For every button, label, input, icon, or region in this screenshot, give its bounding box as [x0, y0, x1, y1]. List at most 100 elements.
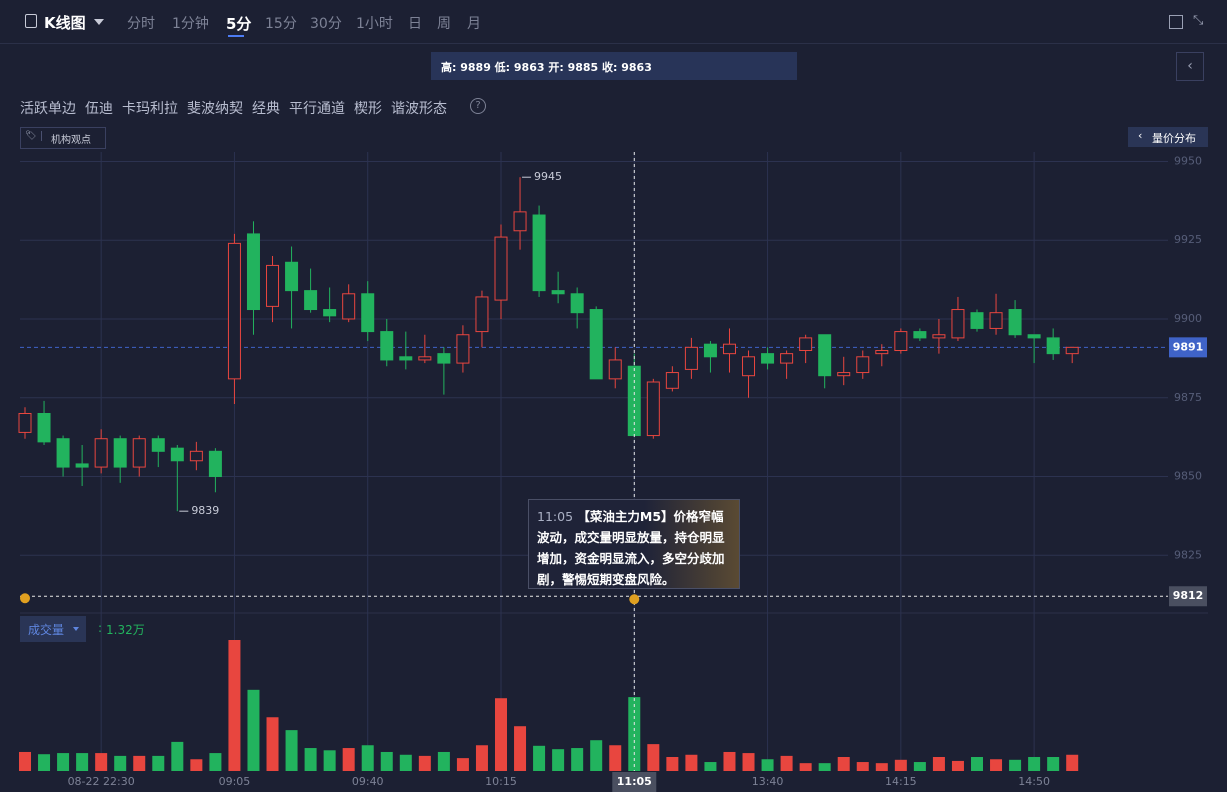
- drawing-tool[interactable]: 斐波纳契: [187, 101, 243, 117]
- volume-profile-box[interactable]: [1128, 127, 1208, 147]
- volume-bar: [932, 757, 945, 771]
- volume-bar: [514, 726, 527, 771]
- candle-body: [56, 438, 70, 468]
- volume-bar: [399, 754, 412, 771]
- ohlc-box: [431, 52, 797, 80]
- period-tab[interactable]: 1小时: [356, 16, 393, 32]
- volume-bar: [951, 760, 964, 771]
- candle-body: [951, 309, 965, 339]
- candle-body: [894, 331, 908, 351]
- volume-bar: [19, 751, 31, 771]
- help-icon[interactable]: ?: [470, 98, 486, 114]
- period-tab[interactable]: 15分: [265, 16, 297, 32]
- volume-bar: [1009, 759, 1022, 771]
- volume-bar: [685, 754, 698, 771]
- candle-body: [246, 233, 260, 311]
- candle-body: [342, 293, 356, 320]
- y-tick-label: 9925: [1174, 233, 1202, 246]
- chart-type[interactable]: K线图: [44, 14, 86, 32]
- volume-bar: [571, 748, 584, 771]
- volume-bar: [761, 759, 774, 771]
- volume-bar: [57, 753, 70, 771]
- period-tab[interactable]: 日: [408, 16, 422, 32]
- candle-body: [875, 349, 889, 355]
- period-tab[interactable]: 1分钟: [172, 16, 209, 32]
- y-tick-label: 9900: [1174, 312, 1202, 325]
- candle-body: [856, 356, 870, 374]
- back-button[interactable]: ‹: [1176, 52, 1204, 81]
- volume-name[interactable]: 成交量: [28, 623, 65, 637]
- candle-body: [170, 447, 184, 462]
- top-bar: [0, 0, 1227, 44]
- volume-bar: [209, 753, 222, 771]
- volume-caret: [73, 627, 79, 631]
- volume-bar: [171, 741, 184, 771]
- candle-body: [475, 296, 489, 333]
- volume-bar: [456, 758, 469, 771]
- event-marker: [629, 594, 640, 605]
- drawing-tool[interactable]: 活跃单边: [20, 101, 76, 117]
- candle-body: [722, 343, 736, 355]
- volume-bar: [361, 745, 374, 771]
- candle-body: [570, 293, 584, 314]
- volume-bar: [875, 763, 888, 771]
- drawing-tool[interactable]: 伍迪: [85, 101, 113, 117]
- volume-bar: [76, 753, 89, 771]
- candle-body: [913, 331, 927, 339]
- period-tab[interactable]: 30分: [310, 16, 342, 32]
- drawing-tool[interactable]: 经典: [252, 101, 280, 117]
- volume-colon: :: [98, 621, 103, 635]
- volume-bar: [856, 762, 869, 771]
- opinion-box[interactable]: [20, 127, 106, 149]
- candle-body: [132, 438, 146, 468]
- volume-bar: [95, 753, 108, 771]
- volume-readout: 1.32万: [106, 623, 145, 637]
- drawing-tool[interactable]: 楔形: [354, 101, 382, 117]
- extreme-label: 9945: [534, 170, 562, 183]
- candle-body: [151, 438, 165, 452]
- candle-body: [532, 214, 546, 292]
- candle-body: [37, 413, 51, 443]
- period-tab[interactable]: 月: [467, 16, 481, 32]
- period-tab[interactable]: 周: [437, 16, 451, 32]
- volume-bar: [837, 757, 850, 771]
- period-tab[interactable]: 5分: [226, 15, 252, 33]
- candle-body: [932, 334, 946, 339]
- opinion-button[interactable]: 机构观点: [51, 135, 91, 146]
- layout-icon[interactable]: [1169, 15, 1183, 29]
- volume-bar: [38, 754, 51, 771]
- candle-body: [799, 337, 813, 351]
- last-price-box: [1169, 337, 1207, 358]
- candle-body: [761, 353, 775, 364]
- y-tick-label: 9950: [1174, 154, 1202, 167]
- event-marker: [20, 593, 30, 604]
- candle-body: [1046, 337, 1060, 355]
- candle-body: [703, 343, 717, 358]
- volume-bar: [704, 762, 717, 771]
- x-tick-label: 09:40: [352, 775, 384, 788]
- drawing-tool[interactable]: 卡玛利拉: [122, 101, 178, 117]
- drawing-tool[interactable]: 平行通道: [289, 101, 345, 117]
- volume-bar: [418, 755, 431, 771]
- volume-bar: [818, 763, 831, 771]
- extreme-label: 9839: [191, 504, 219, 517]
- drawing-tool[interactable]: 谐波形态: [391, 101, 447, 117]
- volume-bar: [799, 763, 812, 771]
- crosshair-price-box: [1169, 586, 1207, 607]
- volume-bar: [666, 757, 679, 771]
- volume-bar: [190, 759, 203, 771]
- dropdown-caret[interactable]: [94, 19, 104, 25]
- candle-body: [456, 334, 470, 364]
- volume-bar: [971, 757, 983, 771]
- tooltip-time: 11:05: [537, 509, 574, 524]
- volume-bar: [552, 749, 565, 771]
- volume-bar: [380, 751, 393, 771]
- candle-body: [437, 353, 451, 364]
- candle-body: [684, 346, 698, 370]
- fullscreen-icon[interactable]: ⤡: [1193, 13, 1204, 28]
- x-tick-label: 11:05: [617, 775, 652, 788]
- volume-profile-button[interactable]: 量价分布: [1152, 132, 1196, 145]
- period-tab[interactable]: 分时: [127, 16, 155, 32]
